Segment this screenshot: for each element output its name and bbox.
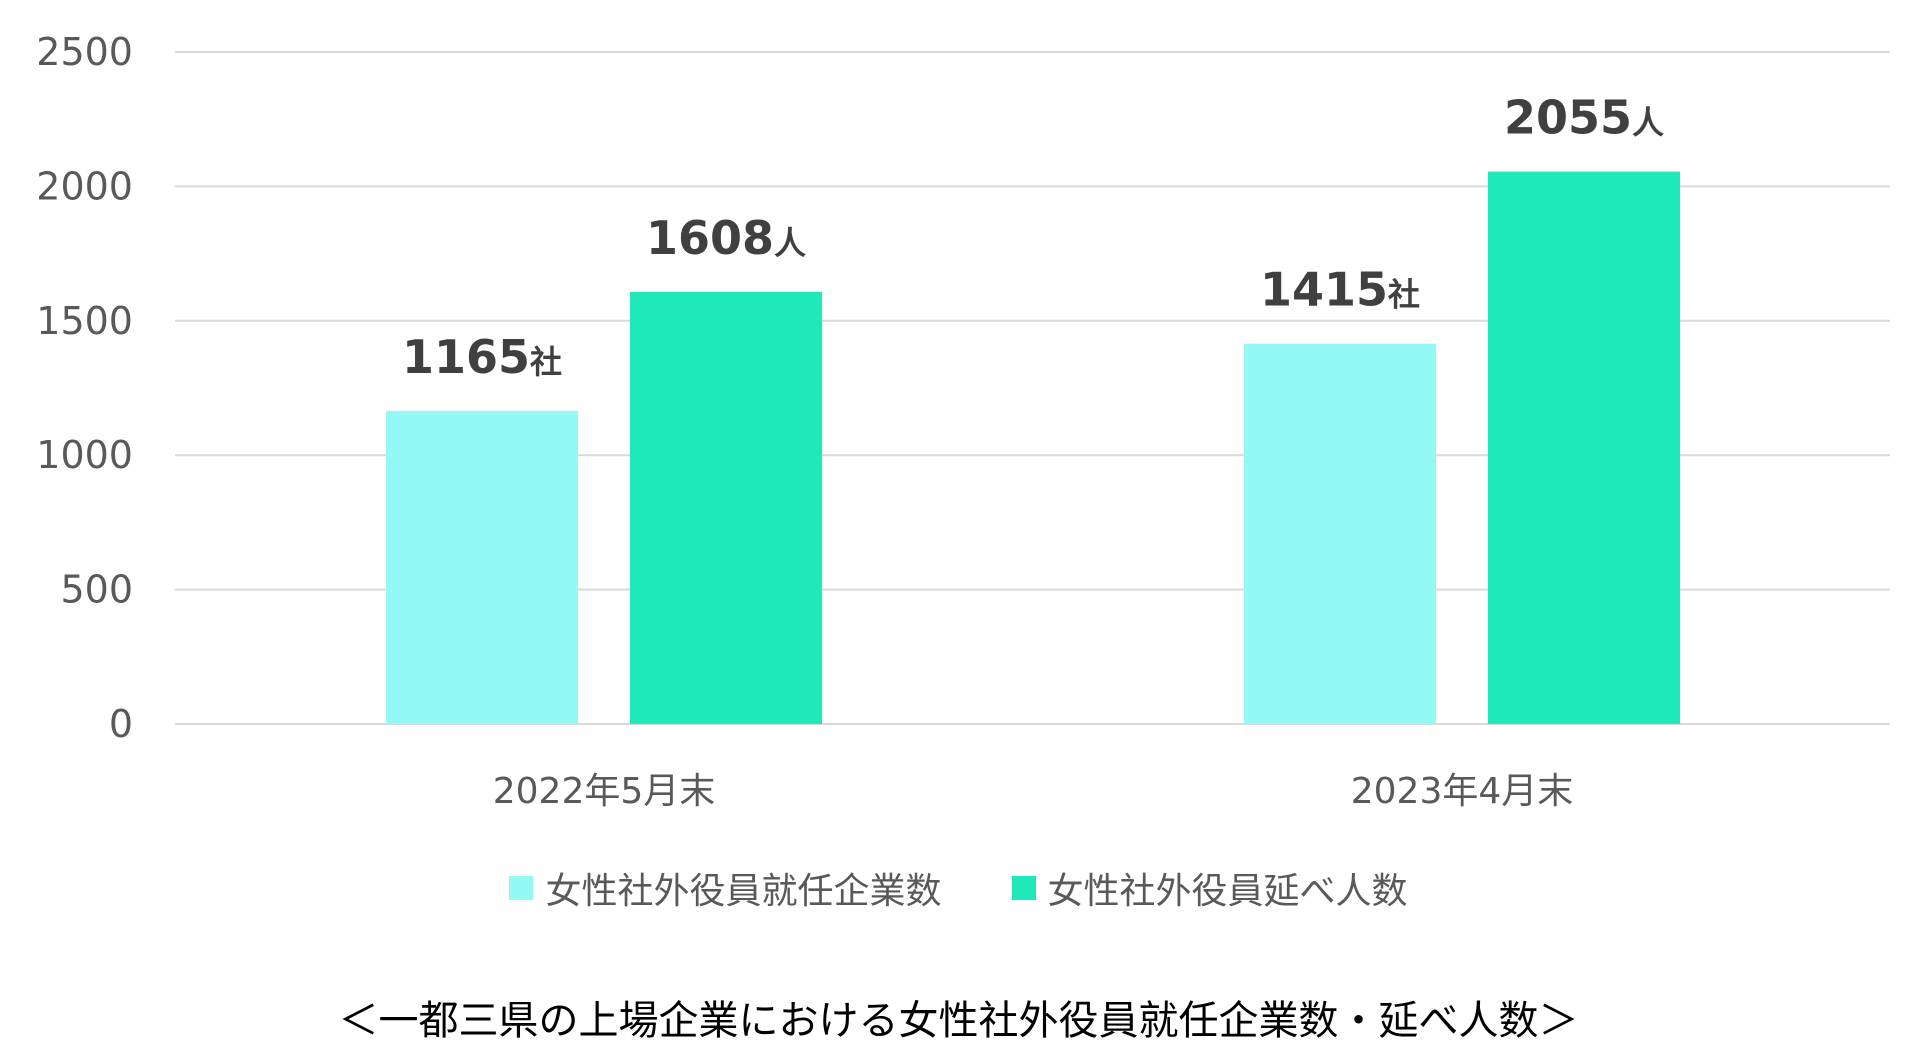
legend-label-persons: 女性社外役員延べ人数	[1047, 871, 1408, 912]
y-tick-label: 2500	[36, 30, 133, 74]
y-axis-tick-labels: 0 500 1000 1500 2000 2500	[36, 30, 133, 746]
legend-item-companies: 女性社外役員就任企業数	[509, 862, 942, 914]
data-label-series1-cat2: 1415社	[1260, 263, 1420, 317]
y-tick-label: 1000	[36, 433, 133, 477]
legend-swatch-persons	[1011, 876, 1036, 900]
legend: 女性社外役員就任企業数 女性社外役員延べ人数	[0, 862, 1917, 914]
data-label-series2-cat2: 2055人	[1504, 91, 1664, 145]
x-axis-category-labels: 2022年5月末 2023年4月末	[493, 771, 1574, 812]
data-labels: 1165社 1415社 1608人 2055人	[402, 91, 1664, 384]
bar-series2-cat2	[1488, 171, 1680, 725]
chart-title: ＜一都三県の上場企業における女性社外役員就任企業数・延べ人数＞	[338, 998, 1579, 1044]
legend-item-persons: 女性社外役員延べ人数	[1011, 862, 1408, 914]
bar-series1-cat1	[386, 410, 578, 724]
bar-series1-cat2	[1244, 343, 1436, 724]
legend-label-companies: 女性社外役員就任企業数	[545, 871, 942, 912]
y-tick-label: 2000	[36, 164, 133, 208]
y-tick-label: 0	[109, 702, 133, 746]
data-label-series1-cat1: 1165社	[402, 330, 562, 384]
y-tick-label: 500	[60, 568, 133, 612]
legend-swatch-companies	[509, 876, 534, 900]
x-category-label: 2022年5月末	[493, 771, 716, 812]
bars	[386, 171, 1680, 725]
bar-series2-cat1	[630, 291, 822, 724]
y-tick-label: 1500	[36, 299, 133, 343]
x-category-label: 2023年4月末	[1351, 771, 1574, 812]
data-label-series2-cat1: 1608人	[646, 211, 806, 265]
